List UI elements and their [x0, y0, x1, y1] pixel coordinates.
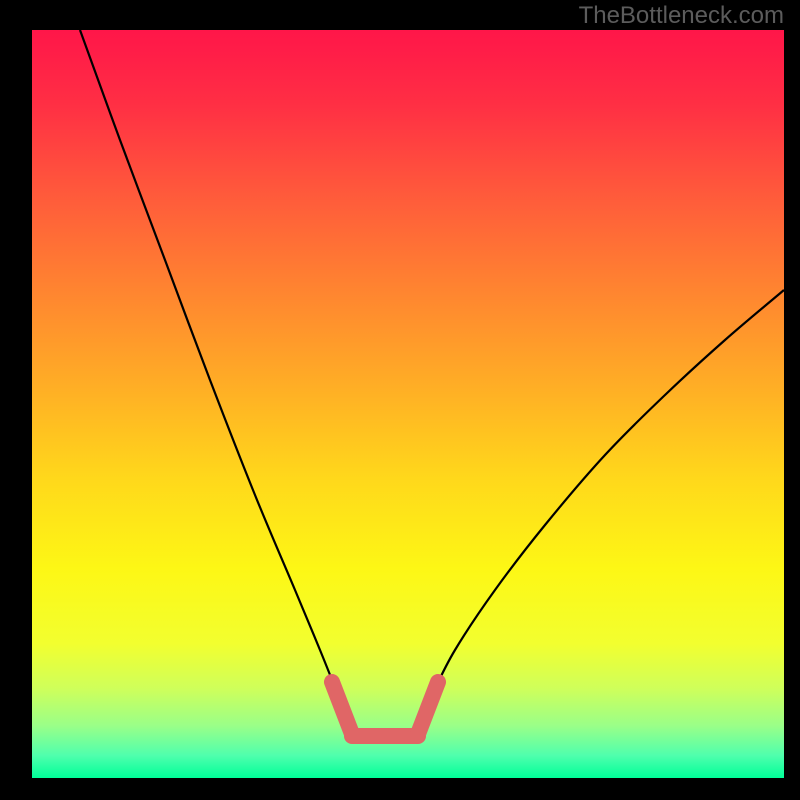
bottleneck-curve-right: [432, 290, 784, 695]
trough-right-segment: [418, 682, 438, 734]
trough-left-segment: [332, 682, 352, 734]
chart-overlay-svg: [0, 0, 800, 800]
watermark-text: TheBottleneck.com: [579, 2, 784, 30]
bottleneck-curve-left: [80, 30, 338, 695]
